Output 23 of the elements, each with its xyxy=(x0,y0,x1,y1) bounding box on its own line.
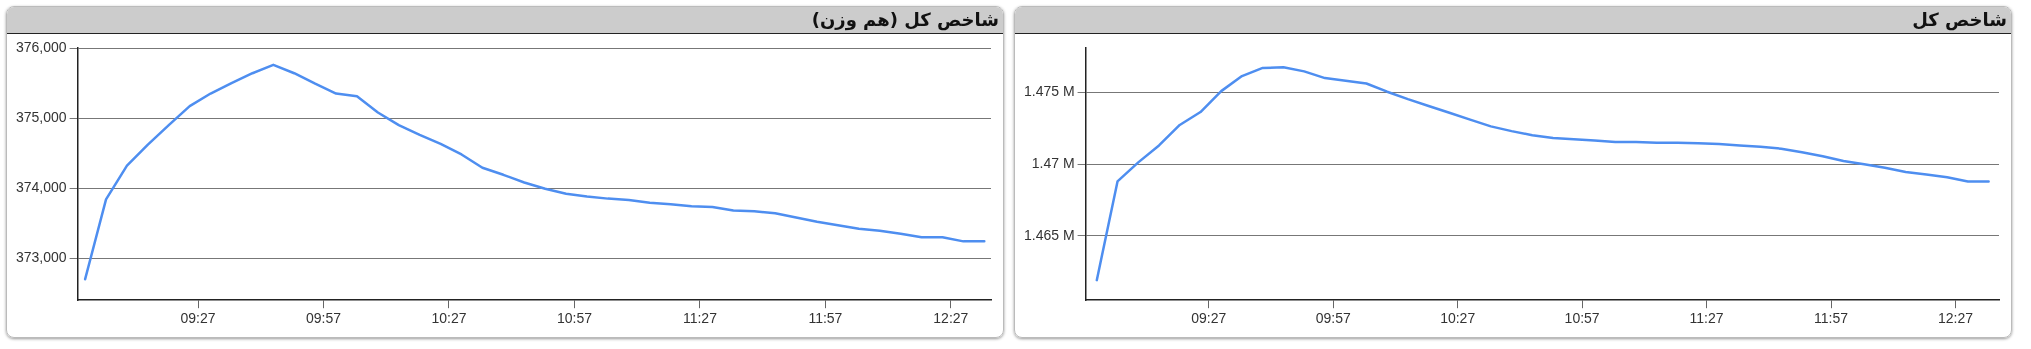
y-tick-label: 374,000 xyxy=(16,178,67,195)
x-tick-label: 09:57 xyxy=(306,310,342,327)
x-tick-label: 12:27 xyxy=(933,310,969,327)
x-tick-label: 09:27 xyxy=(1191,310,1227,327)
x-tick-label: 11:27 xyxy=(682,310,718,327)
x-tick-label: 10:57 xyxy=(1564,310,1600,327)
y-tick-label: 1.475 M xyxy=(1023,83,1075,100)
x-tick-label: 10:27 xyxy=(431,310,467,327)
y-tick-label: 373,000 xyxy=(16,249,67,266)
y-tick-label: 376,000 xyxy=(16,38,67,55)
y-tick-label: 1.465 M xyxy=(1023,226,1075,243)
x-tick-label: 11:57 xyxy=(1814,310,1849,327)
x-tick-label: 10:27 xyxy=(1440,310,1476,327)
x-tick-label: 09:27 xyxy=(180,310,216,327)
y-tick-label: 1.47 M xyxy=(1031,154,1075,171)
y-tick-label: 375,000 xyxy=(16,108,67,125)
chart-title: شاخص کل (هم وزن) xyxy=(7,7,1003,34)
x-tick-label: 11:57 xyxy=(808,310,843,327)
x-tick-label: 11:27 xyxy=(1689,310,1724,327)
x-tick-label: 12:27 xyxy=(1937,310,1974,327)
chart-title: شاخص کل xyxy=(1015,7,2011,34)
x-tick-label: 09:57 xyxy=(1315,310,1351,327)
x-tick-label: 10:57 xyxy=(556,310,593,327)
